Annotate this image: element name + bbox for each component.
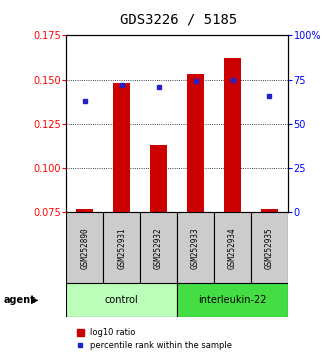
Text: GDS3226 / 5185: GDS3226 / 5185: [120, 12, 237, 27]
Bar: [177, 212, 214, 283]
Bar: [251, 212, 288, 283]
Text: GSM252932: GSM252932: [154, 227, 163, 269]
Bar: [140, 212, 177, 283]
Text: GSM252890: GSM252890: [80, 227, 89, 269]
Bar: [177, 283, 288, 317]
Bar: [66, 283, 177, 317]
Legend: log10 ratio, percentile rank within the sample: log10 ratio, percentile rank within the …: [77, 328, 232, 350]
Text: GSM252934: GSM252934: [228, 227, 237, 269]
Bar: [103, 212, 140, 283]
Bar: [214, 212, 251, 283]
Bar: [261, 209, 278, 212]
Text: interleukin-22: interleukin-22: [198, 295, 267, 305]
Bar: [224, 58, 241, 212]
Text: control: control: [105, 295, 138, 305]
Bar: [66, 212, 103, 283]
Text: GSM252935: GSM252935: [265, 227, 274, 269]
Text: ▶: ▶: [31, 295, 38, 305]
Bar: [187, 74, 204, 212]
Text: GSM252933: GSM252933: [191, 227, 200, 269]
Text: agent: agent: [3, 295, 35, 305]
Bar: [76, 209, 93, 212]
Bar: [113, 83, 130, 212]
Text: GSM252931: GSM252931: [117, 227, 126, 269]
Bar: [150, 145, 167, 212]
